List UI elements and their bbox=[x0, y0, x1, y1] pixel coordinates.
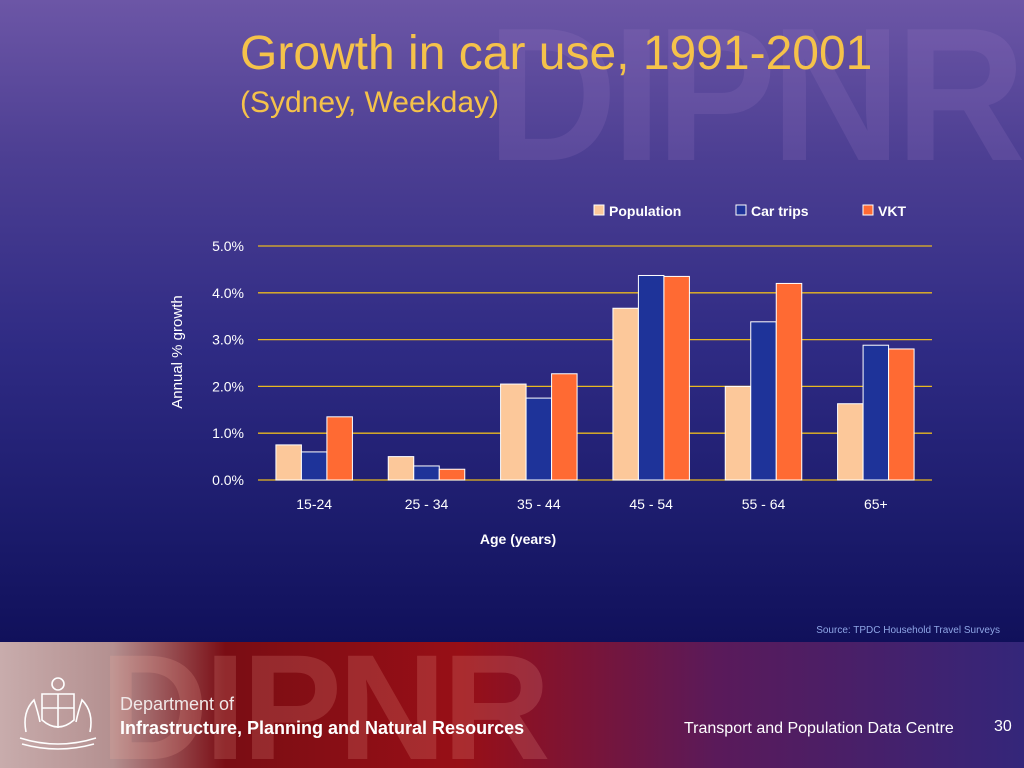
y-axis-title: Annual % growth bbox=[169, 295, 186, 408]
bar bbox=[326, 416, 353, 481]
bar bbox=[300, 451, 328, 481]
bar bbox=[663, 275, 690, 481]
x-tick-label: 25 - 34 bbox=[405, 496, 449, 512]
bar bbox=[775, 282, 803, 481]
bar bbox=[438, 468, 466, 481]
x-tick-label: 15-24 bbox=[296, 496, 332, 512]
footer-banner: DIPNR Department of Infrastructure, Plan… bbox=[0, 642, 1024, 768]
bar bbox=[862, 344, 890, 481]
x-tick-label: 35 - 44 bbox=[517, 496, 561, 512]
bar bbox=[500, 383, 527, 481]
legend-label: VKT bbox=[878, 203, 906, 219]
slide-subtitle: (Sydney, Weekday) bbox=[240, 86, 499, 119]
source-note: Source: TPDC Household Travel Surveys bbox=[816, 625, 1000, 636]
y-tick-label: 1.0% bbox=[212, 425, 244, 441]
y-tick-label: 0.0% bbox=[212, 472, 244, 488]
bar bbox=[551, 373, 578, 481]
bar bbox=[525, 397, 553, 481]
y-tick-label: 2.0% bbox=[212, 378, 244, 394]
y-tick-label: 5.0% bbox=[212, 238, 244, 254]
bar bbox=[637, 274, 665, 481]
bar bbox=[750, 321, 777, 481]
slide-title: Growth in car use, 1991-2001 bbox=[240, 27, 873, 80]
page-number: 30 bbox=[994, 718, 1012, 735]
x-tick-label: 55 - 64 bbox=[742, 496, 786, 512]
bar-chart: 0.0% 1.0% 2.0% 3.0% 4.0% 5.0% 15-24 25 - 34 35 -… bbox=[169, 203, 932, 547]
legend-label: Population bbox=[609, 203, 681, 219]
x-tick-label: 45 - 54 bbox=[629, 496, 673, 512]
bar bbox=[837, 403, 864, 481]
data-centre-label: Transport and Population Data Centre bbox=[684, 720, 954, 737]
footer-watermark: DIPNR bbox=[100, 642, 551, 768]
y-tick-label: 3.0% bbox=[212, 332, 244, 348]
y-tick-label: 4.0% bbox=[212, 285, 244, 301]
legend-swatch bbox=[862, 204, 874, 216]
legend-label: Car trips bbox=[751, 203, 809, 219]
legend-swatch bbox=[735, 204, 747, 216]
x-tick-label: 65+ bbox=[864, 496, 888, 512]
bar bbox=[275, 444, 302, 481]
legend-swatch bbox=[593, 204, 605, 216]
bar bbox=[413, 465, 440, 481]
department-of-label: Department of bbox=[120, 694, 235, 714]
bar bbox=[387, 456, 415, 481]
bar bbox=[612, 307, 639, 481]
bar bbox=[888, 348, 915, 481]
x-axis-title: Age (years) bbox=[480, 531, 556, 547]
bar bbox=[724, 385, 752, 481]
nsw-crest-icon bbox=[19, 677, 97, 750]
department-name: Infrastructure, Planning and Natural Res… bbox=[120, 718, 525, 738]
